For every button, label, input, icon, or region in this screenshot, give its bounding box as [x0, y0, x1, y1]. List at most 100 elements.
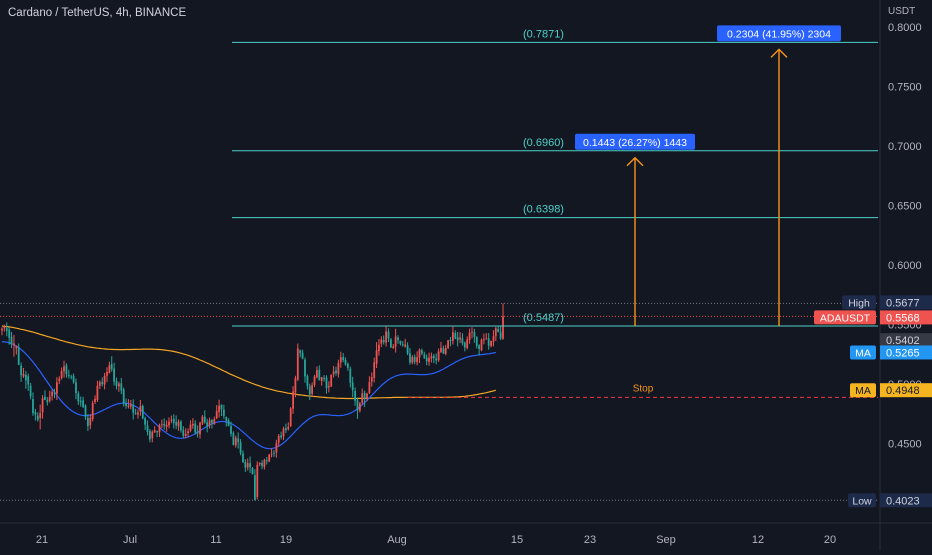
candle: [8, 327, 11, 345]
candle: [44, 390, 46, 401]
candle-body: [292, 391, 294, 409]
candle-body: [208, 420, 211, 426]
candle: [258, 462, 261, 467]
candle-body: [461, 338, 464, 344]
candle-body: [275, 443, 278, 453]
candle-body: [160, 424, 163, 426]
candle: [325, 375, 328, 394]
candle: [110, 356, 113, 372]
candle-body: [227, 420, 230, 426]
candle-body: [289, 408, 292, 427]
candle-body: [280, 435, 282, 438]
candle: [180, 419, 182, 433]
candle: [277, 433, 280, 447]
candle-body: [270, 453, 273, 455]
candle: [144, 416, 146, 431]
candle: [335, 366, 337, 376]
price-badge-name-bg: [842, 295, 876, 310]
candle-body: [347, 363, 349, 368]
candle: [327, 381, 330, 393]
candle: [394, 328, 397, 353]
candle-body: [325, 377, 328, 389]
candle: [115, 377, 118, 390]
price-badge-value: 0.5677: [886, 297, 920, 309]
candle: [292, 386, 294, 414]
candle-body: [153, 430, 156, 433]
candle: [139, 399, 142, 416]
candle: [175, 415, 178, 430]
candle-body: [201, 416, 204, 424]
price-badge-value: 0.5402: [886, 335, 920, 347]
candle-body: [27, 376, 30, 385]
candle: [46, 396, 49, 406]
candle-body: [294, 378, 297, 393]
price-badge-value: 0.5265: [886, 347, 920, 359]
candle: [425, 354, 428, 366]
candle: [84, 404, 87, 420]
candle: [13, 334, 15, 357]
candle-body: [385, 331, 387, 343]
candle-body: [432, 355, 435, 359]
candle-body: [113, 368, 115, 382]
candle-body: [122, 389, 125, 404]
price-badge-name: ADAUSDT: [820, 312, 871, 324]
price-badge: 0.5265 MA: [850, 345, 932, 360]
candle: [168, 417, 170, 429]
candle-body: [79, 400, 82, 403]
candle-body: [125, 403, 127, 407]
time-tick-label: 20: [824, 534, 836, 546]
candle-body: [22, 374, 25, 377]
price-badge: 0.5402: [880, 333, 932, 348]
candle: [285, 423, 287, 434]
candle-body: [225, 417, 228, 421]
candle-body: [94, 398, 96, 402]
price-badge-name-bg: [850, 345, 876, 360]
candle-body: [332, 371, 335, 375]
candle-body: [103, 375, 106, 385]
candle: [25, 370, 27, 389]
fib-level-label: (0.6960): [523, 137, 564, 149]
candle: [63, 360, 65, 378]
candle-body: [378, 344, 380, 352]
candle-body: [282, 428, 285, 437]
candle: [211, 419, 213, 429]
candle-body: [77, 393, 80, 402]
candle-body: [29, 385, 32, 397]
candle-body: [301, 352, 304, 359]
candle-body: [91, 402, 94, 420]
candle: [263, 458, 266, 470]
candle-body: [5, 328, 8, 331]
candle: [320, 376, 323, 386]
candle-body: [356, 400, 359, 411]
candle: [22, 367, 25, 378]
candle-body: [20, 365, 22, 376]
candle: [79, 396, 82, 407]
candle-body: [25, 375, 27, 381]
candle-body: [53, 392, 56, 394]
time-tick-label: Aug: [387, 534, 407, 546]
fib-level-label: (0.6398): [523, 204, 564, 216]
candle: [392, 344, 395, 349]
candle-body: [478, 345, 480, 349]
candle-body: [127, 405, 130, 407]
candle: [413, 354, 416, 365]
candle-body: [134, 412, 137, 415]
candle-body: [349, 368, 352, 383]
candle-body: [435, 358, 438, 361]
price-badge-bg: [880, 310, 932, 325]
candle: [397, 335, 399, 344]
candle: [208, 417, 211, 429]
candle: [354, 387, 356, 406]
time-tick-label: Jul: [123, 534, 137, 546]
candle-body: [502, 316, 504, 339]
candle-body: [387, 331, 390, 339]
candle: [459, 332, 461, 344]
candle: [339, 351, 342, 368]
candle-body: [106, 372, 108, 376]
candle-body: [44, 396, 46, 400]
candle: [466, 336, 469, 350]
candle: [299, 349, 302, 358]
candle-body: [10, 336, 13, 345]
